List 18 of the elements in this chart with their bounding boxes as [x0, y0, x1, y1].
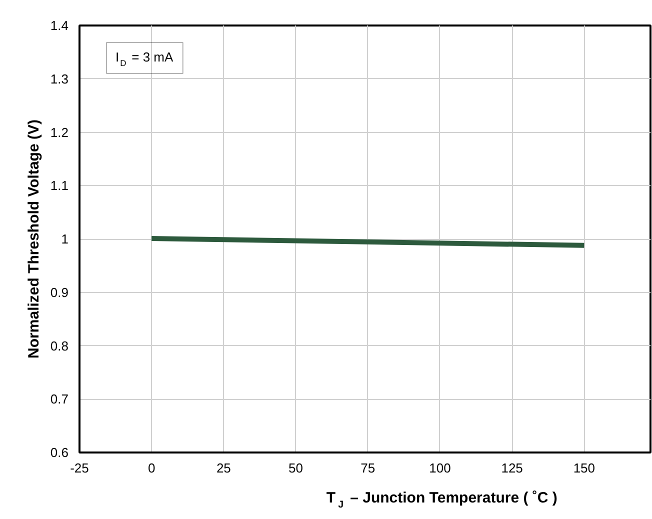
- x-tick-label: 75: [360, 460, 376, 476]
- y-tick-label: 1.1: [50, 178, 69, 194]
- x-tick-label: 150: [573, 460, 596, 476]
- y-tick-label: 0.9: [50, 284, 69, 300]
- x-tick-label: 25: [216, 460, 231, 476]
- x-tick-label: 100: [429, 460, 451, 476]
- x-tick-label: 0: [148, 460, 156, 476]
- y-axis-title: Normalized Threshold Voltage (V): [25, 120, 42, 358]
- y-tick-label: 1.2: [50, 124, 69, 140]
- x-tick-label: -25: [70, 460, 89, 476]
- y-tick-label: 0.8: [50, 338, 69, 354]
- y-tick-label: 1: [61, 232, 69, 246]
- y-tick-label: 1.4: [50, 18, 69, 33]
- x-tick-label: 50: [288, 460, 304, 476]
- x-tick-label: 125: [501, 460, 523, 476]
- y-tick-label: 0.6: [50, 445, 69, 460]
- y-tick-label: 1.3: [50, 71, 69, 86]
- y-tick-label: 0.7: [50, 392, 69, 407]
